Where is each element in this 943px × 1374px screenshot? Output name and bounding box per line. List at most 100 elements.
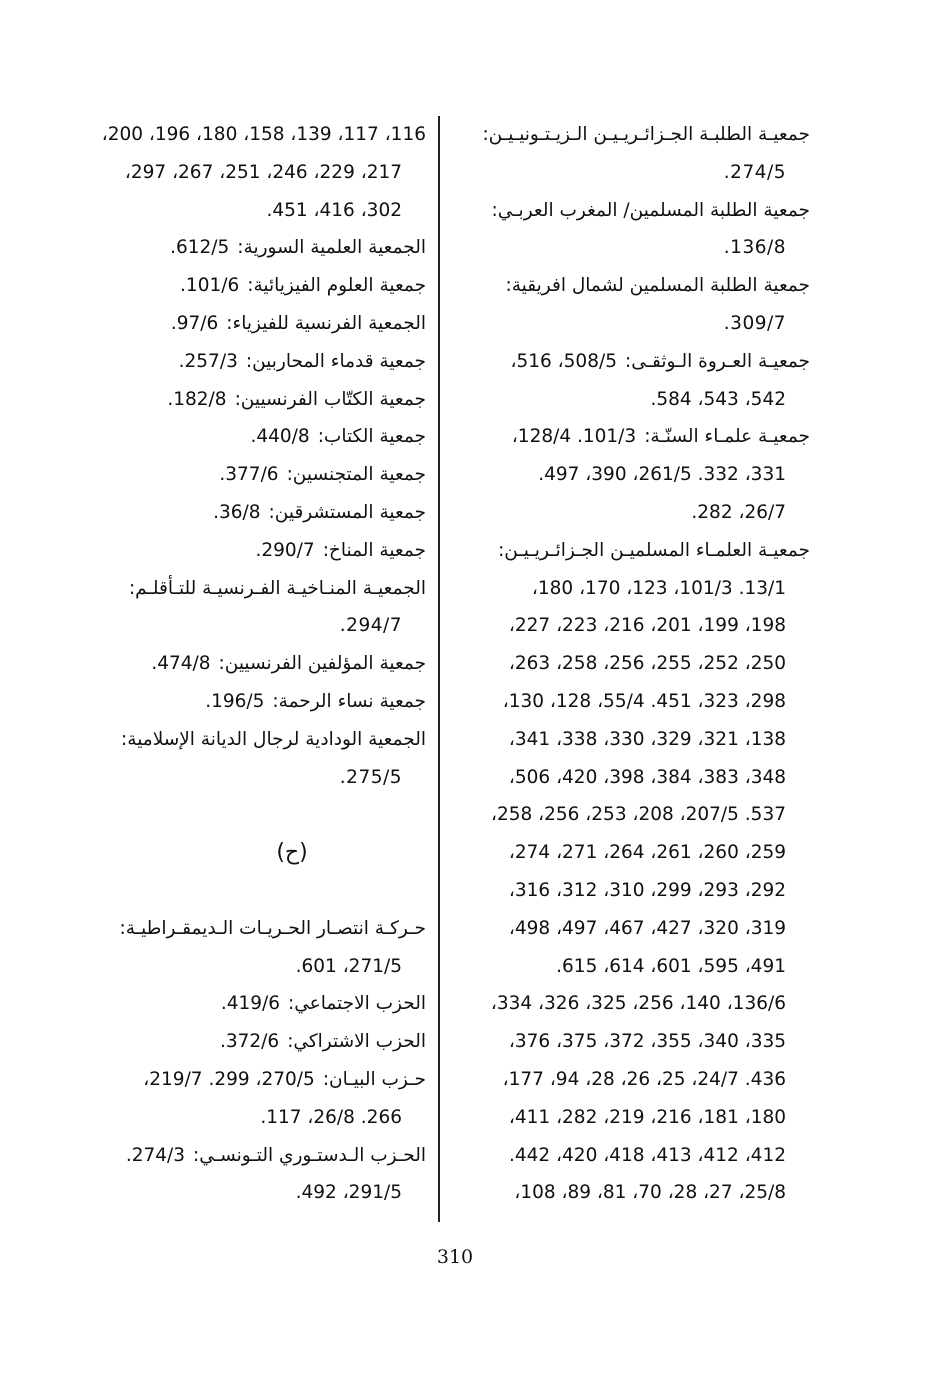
- entry-page-references: .36/8: [213, 501, 261, 523]
- entry-term: الحزب الاجتماعي:: [288, 993, 426, 1015]
- entry-page-references: ،316 ،312 ،310 ،299 ،293 ،292: [508, 879, 786, 901]
- entry-page-references: .282 ،26/7: [691, 501, 786, 523]
- index-entry-continuation: ،258 ،256 ،253 ،208 ،207/5 .537: [452, 796, 810, 834]
- index-entry-continuation: ،316 ،312 ،310 ،299 ،293 ،292: [452, 872, 810, 910]
- index-entry: الحزب الاشتراكي: .372/6: [128, 1023, 426, 1061]
- index-entry-continuation: .497 ،390 ،261/5 .332 ،331: [452, 456, 810, 494]
- index-entry: جمعيـة العـروة الـوثقـى: ،516 ،508/5: [452, 343, 810, 381]
- entry-page-references: ،506 ،420 ،398 ،384 ،383 ،348: [508, 766, 786, 788]
- index-entry: الحـزب الـدستـوري التـونسـي: .274/3: [125, 1137, 426, 1175]
- entry-page-references: .182/8: [167, 388, 227, 410]
- entry-term: جمعية نساء الرحمة:: [272, 690, 426, 712]
- entry-term: جمعيـة علمـاء السنّـة:: [644, 426, 810, 448]
- index-entry: الجمعية الودادية لرجال الديانة الإسلامية…: [121, 721, 426, 759]
- entry-page-references: ،219/7 .299 ،270/5: [143, 1068, 315, 1090]
- entry-page-references: ،200 ،196 ،180 ،158 ،139 ،117 ،116: [101, 124, 426, 145]
- entry-page-references: .274/3: [125, 1144, 186, 1166]
- entry-page-references: .294/7: [339, 615, 402, 637]
- entry-page-references: .451 ،416 ،302: [266, 199, 402, 221]
- index-entry-continuation: ،341 ،338 ،330 ،329 ،321 ،138: [452, 721, 810, 759]
- index-entry: جمعيـة العلمـاء المسلميـن الجـزائـريـيـن…: [452, 532, 810, 570]
- entry-page-references: .497 ،390 ،261/5 .332 ،331: [538, 464, 786, 486]
- entry-page-references: .136/8: [723, 237, 786, 259]
- entry-term: جمعية المناخ:: [322, 539, 426, 561]
- entry-term: جمعية المؤلفين الفرنسيين:: [218, 653, 426, 675]
- index-entry-continuation: ،130 ،128 ،55/4 .451 ،323 ،298: [452, 683, 810, 721]
- entry-page-references: .372/6: [219, 1031, 280, 1053]
- entry-term: الحـزب الـدستـوري التـونسـي:: [193, 1144, 426, 1166]
- index-entry: جمعية الطلبة المسلمين لشمال افريقية:: [452, 267, 810, 305]
- entry-term: جمعيـة الطلبـة الجـزائـريـيـن الـزيـتـون…: [482, 124, 810, 145]
- index-entry: جمعية المؤلفين الفرنسيين: .474/8: [128, 645, 426, 683]
- index-entry: حـركـة انتصـار الحـريـات الـديمقـراطيـة:: [120, 910, 426, 948]
- entry-page-references: .377/6: [219, 464, 279, 486]
- index-entry-continuation: .492 ،291/5: [128, 1174, 426, 1212]
- entry-page-references: ،334 ،326 ،325 ،256 ،140 ،136/6: [490, 993, 786, 1015]
- entry-page-references: ،258 ،256 ،253 ،208 ،207/5 .537: [490, 804, 786, 826]
- index-entry-continuation: .275/5: [128, 759, 426, 797]
- entry-term: جمعيـة العلمـاء المسلميـن الجـزائـريـيـن…: [498, 539, 810, 561]
- entry-page-references: .584 ،543 ،542: [650, 388, 786, 410]
- entry-page-references: .196/5: [205, 690, 265, 712]
- entry-term: الحزب الاشتراكي:: [287, 1031, 426, 1053]
- index-entry-continuation: .451 ،416 ،302: [128, 192, 426, 230]
- index-entry-continuation: ،274 ،271 ،264 ،261 ،260 ،259: [452, 834, 810, 872]
- entry-page-references: .274/5: [723, 161, 786, 183]
- entry-page-references: .474/8: [151, 653, 211, 675]
- entry-term: جمعية قدماء المحاربين:: [245, 350, 426, 372]
- index-entry: جمعية الكتاب: .440/8: [128, 418, 426, 456]
- entry-page-references: ،297 ،267 ،251 ،246 ،229 ،217: [124, 161, 402, 183]
- index-entry: جمعيـة الطلبـة الجـزائـريـيـن الـزيـتـون…: [452, 116, 810, 154]
- page-number: 310: [436, 1246, 474, 1268]
- entry-page-references: ،227 ،223 ،216 ،201 ،199 ،198: [508, 615, 786, 637]
- entry-term: الجمعيـة المنـاخيـة الفـرنسيـة للتـأقلـم…: [128, 577, 426, 599]
- entry-term: جمعية الطلبة المسلمين لشمال افريقية:: [505, 275, 810, 297]
- index-entry-continuation: .274/5: [452, 154, 810, 192]
- index-entry: ،200 ،196 ،180 ،158 ،139 ،117 ،116: [102, 116, 426, 154]
- entry-page-references: .440/8: [250, 426, 310, 448]
- entry-page-references: .290/7: [255, 539, 315, 561]
- index-entry-continuation: ،263 ،258 ،256 ،255 ،252 ،250: [452, 645, 810, 683]
- index-entry-continuation: ،411 ،282 ،219 ،216 ،181 ،180: [452, 1099, 810, 1137]
- column-divider: [438, 116, 440, 1222]
- entry-page-references: ،180 ،170 ،123 ،101/3 .13/1: [531, 577, 786, 599]
- entry-term: جمعيـة العـروة الـوثقـى:: [624, 350, 810, 372]
- entry-page-references: .612/5: [170, 237, 230, 259]
- entry-term: الجمعية الفرنسية للفيزياء:: [226, 312, 426, 334]
- blank-line: [128, 872, 426, 910]
- entry-page-references: ،498 ،497 ،467 ،427 ،320 ،319: [508, 917, 786, 939]
- index-entry: الجمعية العلمية السورية: .612/5: [128, 229, 426, 267]
- index-entry: جمعية المستشرقين: .36/8: [128, 494, 426, 532]
- index-entry-continuation: .442 ،420 ،418 ،413 ،412 ،412: [452, 1137, 810, 1175]
- entry-page-references: .442 ،420 ،418 ،413 ،412 ،412: [508, 1144, 786, 1166]
- entry-page-references: ،128/4 .101/3: [511, 426, 637, 448]
- entry-page-references: .492 ،291/5: [295, 1182, 402, 1204]
- entry-term: حـركـة انتصـار الحـريـات الـديمقـراطيـة:: [119, 917, 426, 939]
- index-entry-continuation: ،334 ،326 ،325 ،256 ،140 ،136/6: [452, 985, 810, 1023]
- index-entry-continuation: .136/8: [452, 229, 810, 267]
- index-entry-continuation: ،498 ،497 ،467 ،427 ،320 ،319: [452, 910, 810, 948]
- entry-page-references: .615 ،614 ،601 ،595 ،491: [556, 955, 786, 977]
- index-entry: الجمعية الفرنسية للفيزياء: .97/6: [128, 305, 426, 343]
- index-entry-continuation: .601 ،271/5: [128, 948, 426, 986]
- entry-page-references: ،411 ،282 ،219 ،216 ،181 ،180: [508, 1106, 786, 1128]
- entry-page-references: ،130 ،128 ،55/4 .451 ،323 ،298: [502, 690, 786, 712]
- entry-term: جمعية الكتاب:: [317, 426, 426, 448]
- entry-page-references: .601 ،271/5: [295, 955, 402, 977]
- index-entry-continuation: ،227 ،223 ،216 ،201 ،199 ،198: [452, 607, 810, 645]
- entry-term: الجمعية الودادية لرجال الديانة الإسلامية…: [121, 728, 426, 750]
- entry-page-references: .97/6: [170, 312, 219, 334]
- entry-term: جمعية العلوم الفيزيائية:: [247, 275, 426, 297]
- index-entry: جمعية الكتّاب الفرنسيين: .182/8: [128, 381, 426, 419]
- entry-page-references: .275/5: [339, 766, 402, 788]
- index-entry-continuation: ،180 ،170 ،123 ،101/3 .13/1: [452, 570, 810, 608]
- index-entry-continuation: .282 ،26/7: [452, 494, 810, 532]
- blank-line: [128, 796, 426, 834]
- index-entry: جمعية نساء الرحمة: .196/5: [128, 683, 426, 721]
- index-entry: جمعية الطلبة المسلمين/ المغرب العربـي:: [452, 192, 810, 230]
- index-entry: جمعيـة علمـاء السنّـة: ،128/4 .101/3: [452, 418, 810, 456]
- left-index-column: ،200 ،196 ،180 ،158 ،139 ،117 ،116 ،297 ،…: [102, 116, 426, 1212]
- index-entry-continuation: .294/7: [128, 607, 426, 645]
- index-entry: الجمعيـة المنـاخيـة الفـرنسيـة للتـأقلـم…: [128, 570, 426, 608]
- index-entry: جمعية المناخ: .290/7: [128, 532, 426, 570]
